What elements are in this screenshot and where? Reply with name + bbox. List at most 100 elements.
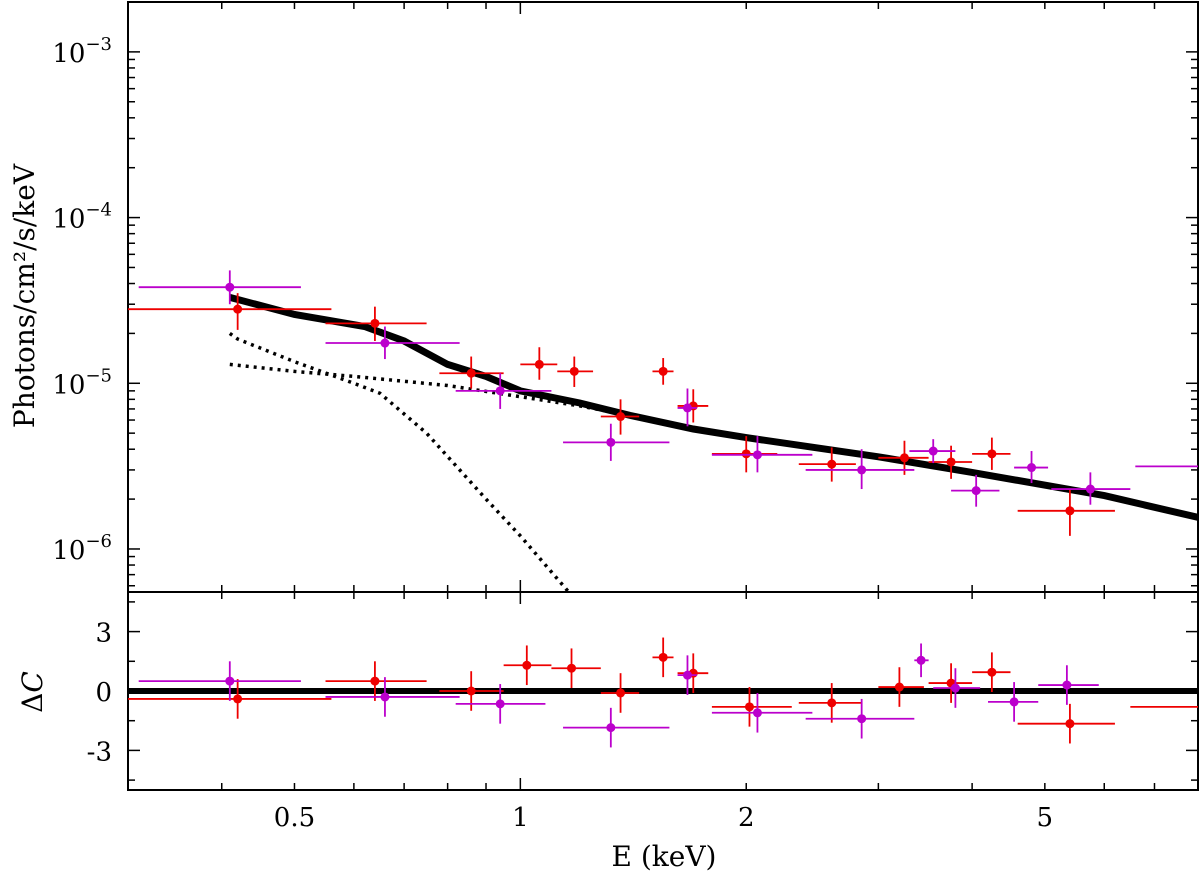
data-marker [1009,697,1019,707]
data-marker [827,459,837,469]
spectrum-point-red [439,356,504,389]
data-marker [857,465,867,475]
data-marker [233,694,243,704]
data-marker [569,366,579,376]
residual-point-red [878,667,924,707]
component-model-line [229,362,619,415]
spectrum-point-magenta [455,373,552,409]
data-marker [495,386,505,396]
data-marker [567,663,577,673]
spectrum-point-red [1017,489,1115,536]
data-marker [1085,484,1095,494]
data-marker [741,449,751,459]
data-marker [752,708,762,718]
residual-point-magenta [677,655,698,695]
x-tick-label: 1 [512,803,529,833]
spectrum-point-magenta [1014,451,1049,484]
residual-point-magenta [563,707,670,748]
y-axis-label-spectrum: Photons/cm²/s/keV [8,163,41,428]
residual-point-magenta [914,643,929,678]
x-tick-label: 5 [1037,803,1054,833]
data-marker [1062,680,1072,690]
data-marker [495,699,505,709]
spectrum-point-red [652,358,674,385]
data-marker [225,282,235,292]
y-tick-label-spectrum: 10−3 [52,34,112,69]
residual-point-magenta [138,661,301,701]
residual-point-red [652,637,674,678]
data-marker [682,403,692,413]
data-marker [987,449,997,459]
component-model-line [228,331,571,592]
spectrum-point-red [557,356,594,387]
residual-point-red [325,661,427,701]
y-tick-label-residual: 3 [95,619,112,649]
residual-point-magenta [455,684,546,724]
data-marker [744,702,754,712]
y-tick-label-spectrum: 10−4 [52,200,112,235]
data-marker [1065,506,1075,516]
data-marker [752,450,762,460]
data-marker [928,446,938,456]
data-marker [380,692,390,702]
y-tick-label-residual: 0 [95,678,112,708]
spectrum-point-magenta [951,474,1000,507]
residual-point-red [711,687,792,727]
data-marker [522,660,532,670]
data-marker [827,698,837,708]
spectrum-frame [127,1,1199,593]
spectrum-point-red [972,437,1011,470]
y-tick-label-spectrum: 10−5 [52,365,112,400]
spectrum-point-red [520,347,558,380]
data-marker [616,412,626,422]
data-marker [606,437,616,447]
spectrum-point-magenta [325,326,460,360]
data-marker [899,453,909,463]
residual-panel: 0.5 1 2 5 -3 0 3 [87,591,1199,833]
residual-point-magenta [988,682,1039,722]
data-marker [534,359,544,369]
data-marker [1027,463,1037,473]
residual-point-magenta [711,692,813,733]
data-marker [370,676,380,686]
residual-point-red [972,652,1011,692]
x-axis-label: E (keV) [612,840,717,873]
spectrum-plot-area [128,270,1198,592]
spectrum-point-magenta [138,270,301,305]
data-marker [971,486,981,496]
spectrum-point-magenta [1051,472,1131,505]
data-marker [606,723,616,733]
data-marker [380,338,390,348]
spectrum-point-magenta [909,439,956,464]
spectrum-panel: 10−6 10−5 10−4 10−3 [52,1,1199,593]
x-tick-label: 0.5 [274,803,315,833]
data-marker [950,683,960,693]
data-marker [916,655,926,665]
y-tick-label-residual: -3 [87,737,112,767]
data-marker [225,676,235,686]
spectrum-point-magenta [805,449,915,490]
residual-point-magenta [933,668,981,708]
data-marker [233,304,243,314]
data-marker [857,714,867,724]
residual-point-red [928,663,973,703]
data-marker [616,688,626,698]
residual-plot-area [128,637,1198,748]
data-marker [658,366,668,376]
spectrum-point-magenta [563,423,670,461]
total-model-line [228,294,1198,521]
residual-point-red [798,683,862,723]
residual-point-red [677,653,709,693]
residual-point-red [439,671,504,711]
residual-point-magenta [325,677,460,717]
spectrum-point-red [600,399,640,435]
spectrum-point-red [325,306,427,341]
data-marker [370,318,380,328]
residual-point-magenta [1038,665,1099,705]
data-marker [682,670,692,680]
data-marker [894,682,904,692]
spectrum-point-red [798,447,856,482]
data-marker [466,686,476,696]
residual-point-red [503,645,552,686]
